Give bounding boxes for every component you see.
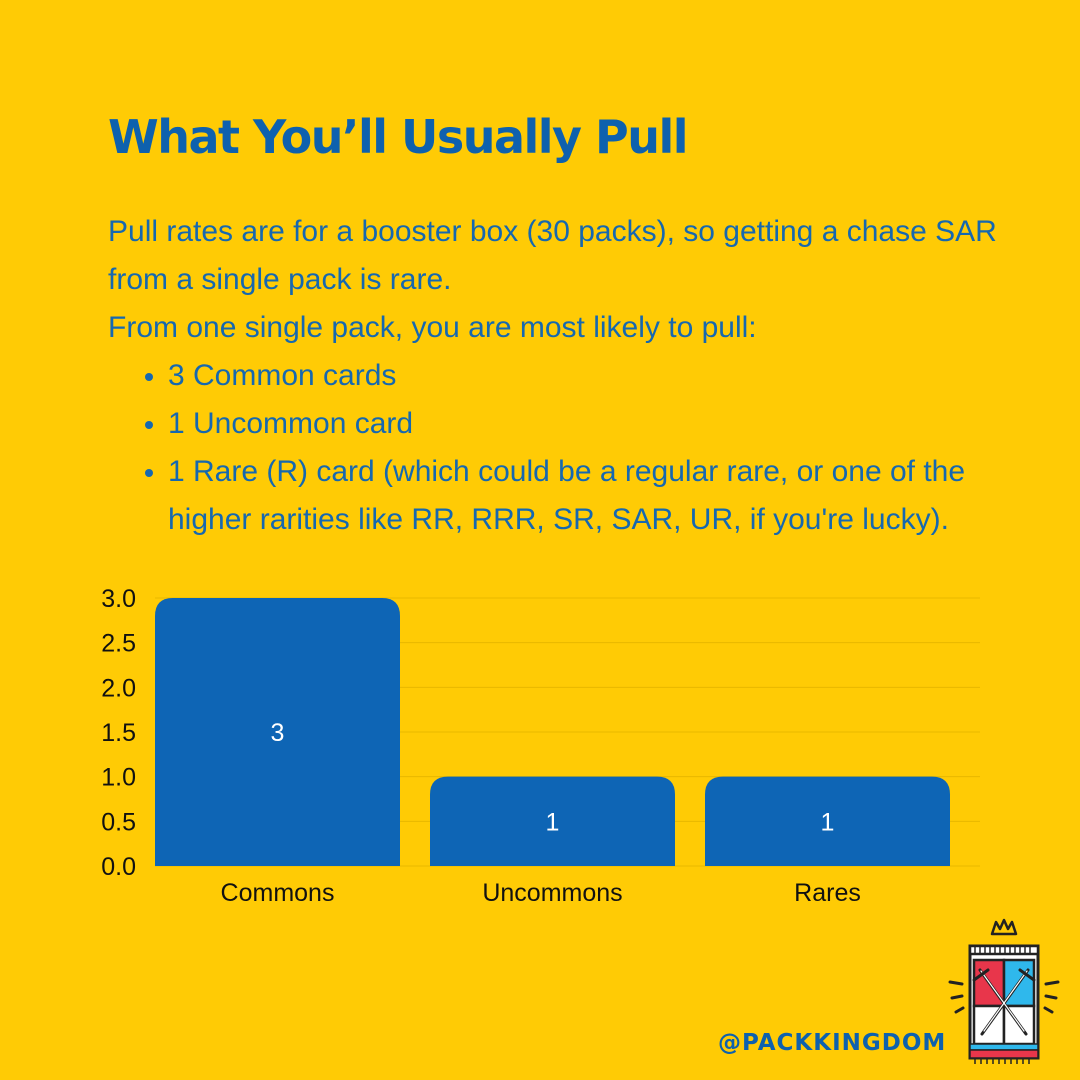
pack-kingdom-logo-icon [948,918,1060,1064]
y-tick-label: 1.5 [101,719,136,747]
pull-list: 3 Common cards 1 Uncommon card 1 Rare (R… [108,352,1028,544]
bar-data-label: 1 [821,808,835,836]
intro-paragraph-1: Pull rates are for a booster box (30 pac… [108,215,997,296]
bar-uncommons [430,776,675,866]
chart-bars: 3 1 1 [155,598,950,866]
x-category-label: Commons [221,879,335,907]
list-item: 1 Uncommon card [168,400,1028,448]
x-category-label: Rares [794,879,861,907]
y-tick-label: 0.5 [101,808,136,836]
intro-text: Pull rates are for a booster box (30 pac… [108,208,1028,544]
bar-commons [155,598,400,866]
brand-handle: @PACKKINGDOM [718,1030,947,1056]
bar-chart: 0.0 0.5 1.0 1.5 2.0 2.5 3.0 3 1 1 Commons Uncommo… [101,585,980,907]
page-title: What You’ll Usually Pull [108,110,689,164]
y-axis: 0.0 0.5 1.0 1.5 2.0 2.5 3.0 [101,585,136,881]
x-axis: Commons Uncommons Rares [221,879,861,907]
y-tick-label: 2.0 [101,674,136,702]
intro-paragraph-2: From one single pack, you are most likel… [108,311,757,344]
y-tick-label: 2.5 [101,630,136,658]
y-tick-label: 1.0 [101,764,136,792]
x-category-label: Uncommons [482,879,622,907]
bar-data-label: 1 [546,808,560,836]
bar-data-label: 3 [271,719,285,747]
bar-rares [705,776,950,866]
y-tick-label: 0.0 [101,853,136,881]
y-tick-label: 3.0 [101,585,136,613]
list-item: 3 Common cards [168,352,1028,400]
list-item: 1 Rare (R) card (which could be a regula… [168,448,1028,544]
